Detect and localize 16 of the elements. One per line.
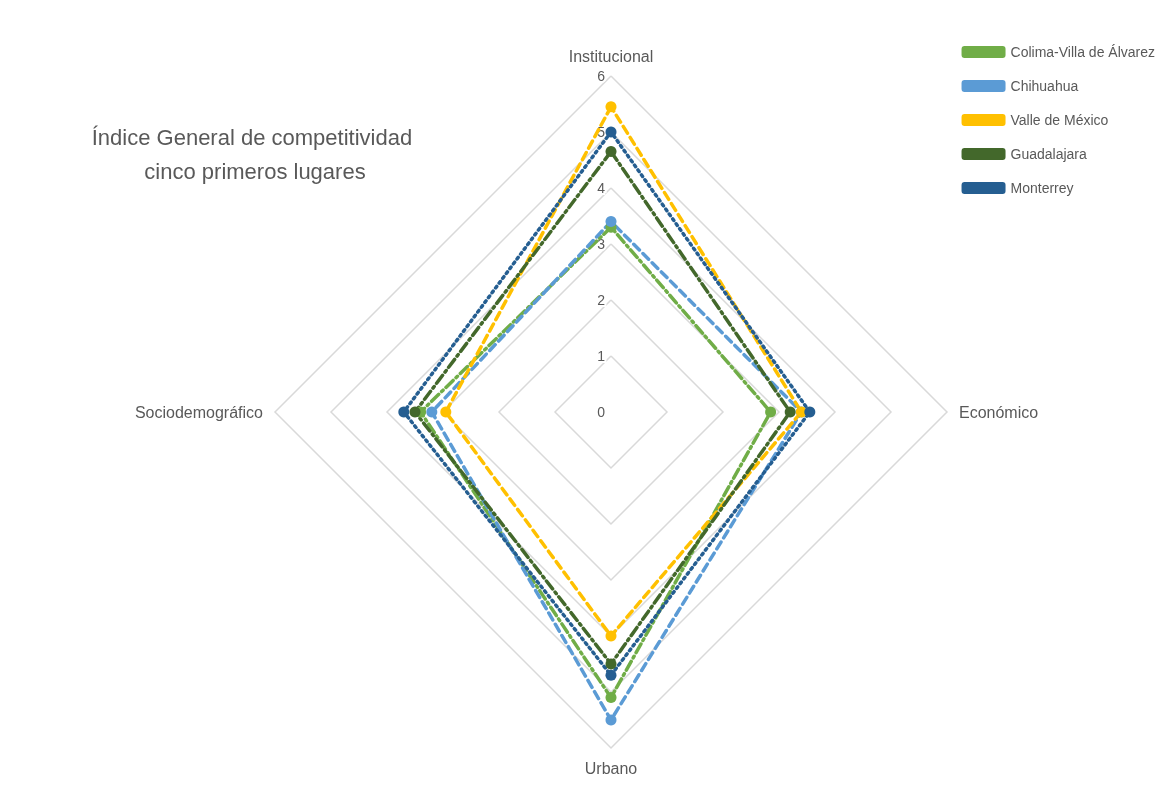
- spoke-label: Urbano: [584, 759, 638, 777]
- y-tick-label: 0: [597, 404, 606, 420]
- legend-label: Valle de México: [1010, 112, 1109, 128]
- spoke-label: Económico: [959, 403, 1039, 421]
- text: Índice General de competitividad cinco primeros lugares: [91, 124, 419, 184]
- legend-label: Monterrey: [1010, 180, 1074, 196]
- legend-label: Colima-Villa de Álvarez: [1010, 44, 1155, 60]
- y-tick-label: 3: [597, 236, 606, 252]
- spoke-label: Institucional: [568, 47, 654, 65]
- spoke-label: Sociodemográfico: [134, 403, 264, 421]
- legend-label: Guadalajara: [1010, 146, 1088, 162]
- y-tick-label: 2: [597, 292, 606, 308]
- y-tick-label: 1: [597, 348, 606, 364]
- y-tick-label: 6: [597, 68, 606, 84]
- legend-label: Chihuahua: [1010, 78, 1079, 94]
- y-tick-label: 4: [597, 180, 606, 196]
